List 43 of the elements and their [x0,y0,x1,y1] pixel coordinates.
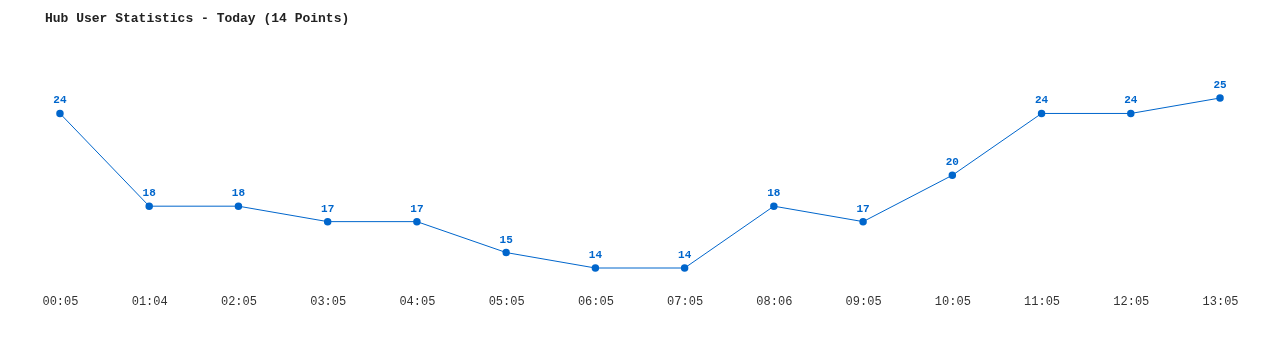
point [413,217,421,226]
point [1216,94,1224,102]
data-label: 24 [1124,94,1138,107]
point [145,202,153,210]
x-tick-label: 12:05 [1113,294,1150,309]
point [1037,109,1046,118]
data-label: 17 [410,202,424,215]
point [770,202,778,210]
point [680,264,689,272]
data-label: 14 [588,249,603,261]
data-label: 18 [142,187,157,200]
point [1127,109,1135,118]
point [234,202,243,210]
point [323,217,332,226]
point [56,109,64,118]
x-tick-label: 03:05 [310,294,347,309]
x-tick-label: 00:05 [42,294,79,309]
data-label: 17 [321,202,335,215]
data-label: 17 [856,202,870,215]
x-tick-label: 08:06 [756,294,793,309]
x-tick-label: 09:05 [845,294,882,309]
data-label: 18 [767,187,781,200]
data-label: 15 [499,233,514,246]
data-label: 20 [945,156,959,169]
x-tick-label: 04:05 [399,294,436,309]
data-label: 25 [1213,79,1228,91]
x-tick-label: 11:05 [1024,294,1061,309]
x-tick-label: 01:04 [131,294,168,309]
point [591,264,600,272]
x-tick-label: 07:05 [667,294,704,309]
x-tick-label: 13:05 [1202,294,1239,309]
x-tick-label: 06:05 [577,294,614,309]
x-tick-label: 05:05 [488,294,525,309]
x-tick-label: 10:05 [934,294,971,309]
data-label: 14 [678,249,692,261]
data-label: 24 [1034,94,1049,107]
data-label: 18 [231,187,246,200]
x-tick-label: 02:05 [220,294,257,309]
point [859,217,867,226]
data-label: 24 [53,94,67,107]
point [502,248,510,257]
chart-title: Hub User Statistics - Today (14 Points) [45,11,350,26]
point [948,171,957,180]
